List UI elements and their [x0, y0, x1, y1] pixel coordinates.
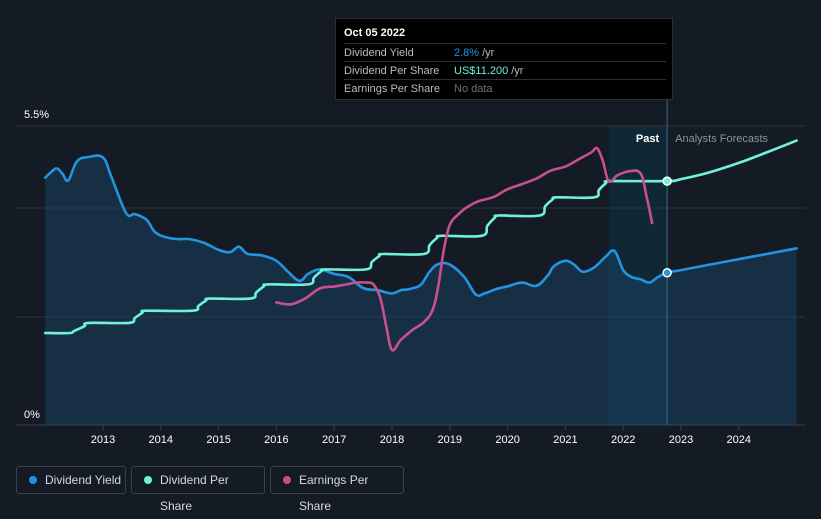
x-tick-label: 2022 — [611, 434, 635, 446]
x-tick-label: 2015 — [206, 434, 230, 446]
legend-dividend-per-share[interactable]: Dividend Per Share — [131, 466, 265, 513]
x-tick-label: 2023 — [669, 434, 693, 446]
legend-dividend-yield[interactable]: Dividend Yield — [16, 466, 126, 494]
legend-dot-icon — [29, 476, 37, 484]
x-tick-label: 2020 — [495, 434, 519, 446]
tooltip-label: Earnings Per Share — [344, 83, 440, 95]
x-tick-label: 2018 — [380, 434, 404, 446]
tooltip-row-dividend-yield: Dividend Yield 2.8%/yr — [344, 43, 666, 62]
x-tick-label: 2014 — [149, 434, 173, 446]
tooltip-date: Oct 05 2022 — [344, 27, 406, 39]
chart: 2013 2014 2015 2016 2017 2018 2019 2020 2021 2022… — [16, 100, 805, 446]
tooltip-row-earnings-per-share: Earnings Per Share No data — [344, 79, 666, 98]
x-tick-label: 2021 — [553, 434, 577, 446]
dividend-yield-marker — [662, 268, 672, 278]
area-fills — [45, 155, 797, 425]
dividend-per-share-marker — [662, 176, 672, 186]
y-tick-label-top: 5.5% — [24, 109, 49, 121]
tooltip-row-dividend-per-share: Dividend Per Share US$11.200/yr — [344, 61, 666, 80]
x-tick-label: 2019 — [438, 434, 462, 446]
tooltip-value: US$11.200/yr — [454, 65, 524, 77]
legend-dot-icon — [144, 476, 152, 484]
dividend-yield-area — [45, 155, 797, 425]
tooltip-label: Dividend Per Share — [344, 65, 440, 77]
grid — [16, 125, 805, 426]
series-line-dividend-yield — [43, 154, 798, 298]
forecast-label: Analysts Forecasts — [675, 133, 768, 145]
tooltip-label: Dividend Yield — [344, 47, 414, 59]
x-tick-label: 2017 — [322, 434, 346, 446]
axis-ticks: 2013 2014 2015 2016 2017 2018 2019 2020 2021 2022… — [91, 425, 751, 446]
legend-label: Dividend Yield — [45, 473, 122, 487]
y-tick-label-bottom: 0% — [24, 409, 40, 421]
tooltip-value: No data — [454, 83, 493, 95]
tooltip-value: 2.8%/yr — [454, 47, 495, 59]
legend-earnings-per-share[interactable]: Earnings Per Share — [270, 466, 404, 513]
series-lines — [43, 139, 798, 352]
x-tick-label: 2013 — [91, 434, 115, 446]
hover-markers — [662, 176, 672, 278]
past-label: Past — [636, 133, 660, 145]
x-tick-label: 2016 — [264, 434, 288, 446]
series-line-earnings-per-share — [275, 146, 654, 352]
x-tick-label: 2024 — [727, 434, 751, 446]
series-line-dividend-per-share — [43, 139, 798, 335]
legend-dot-icon — [283, 476, 291, 484]
chart-tooltip: Oct 05 2022 Dividend Yield 2.8%/yr Divid… — [335, 18, 673, 100]
